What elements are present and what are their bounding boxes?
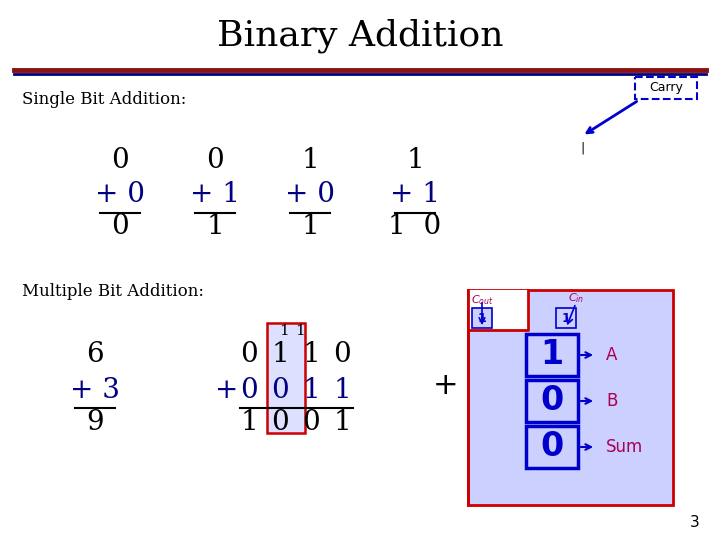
Text: 0: 0: [206, 146, 224, 173]
FancyBboxPatch shape: [526, 334, 578, 376]
Text: + 0: + 0: [285, 181, 335, 208]
FancyBboxPatch shape: [635, 77, 697, 99]
Text: 1: 1: [302, 341, 320, 368]
Text: |: |: [580, 141, 584, 154]
Text: 1: 1: [477, 312, 487, 325]
Text: 1: 1: [271, 341, 289, 368]
Text: 1: 1: [302, 376, 320, 403]
FancyBboxPatch shape: [472, 308, 492, 328]
Text: +: +: [433, 372, 459, 401]
Text: + 1: + 1: [190, 181, 240, 208]
FancyBboxPatch shape: [556, 308, 576, 328]
Text: 0: 0: [240, 376, 258, 403]
Text: 0: 0: [271, 408, 289, 435]
FancyBboxPatch shape: [267, 323, 305, 433]
Text: + 0: + 0: [95, 181, 145, 208]
Text: Multiple Bit Addition:: Multiple Bit Addition:: [22, 284, 204, 300]
Text: 0: 0: [240, 341, 258, 368]
Text: 1  0: 1 0: [388, 213, 441, 240]
Text: 1: 1: [301, 213, 319, 240]
Text: 1: 1: [206, 213, 224, 240]
Text: 3: 3: [690, 515, 700, 530]
Text: 1: 1: [279, 324, 289, 338]
Text: 1: 1: [333, 376, 351, 403]
Text: 0: 0: [333, 341, 351, 368]
Text: 0: 0: [541, 384, 564, 417]
Text: +: +: [215, 376, 239, 403]
Text: A: A: [606, 346, 617, 364]
Text: 1: 1: [406, 146, 424, 173]
FancyBboxPatch shape: [526, 426, 578, 468]
Text: 1: 1: [240, 408, 258, 435]
Text: 1: 1: [301, 146, 319, 173]
Text: 9: 9: [86, 408, 104, 435]
Text: B: B: [606, 392, 617, 410]
Text: 1: 1: [295, 324, 305, 338]
FancyBboxPatch shape: [468, 290, 673, 505]
Text: Binary Addition: Binary Addition: [217, 19, 503, 53]
Text: 0: 0: [111, 213, 129, 240]
Text: + 1: + 1: [390, 181, 440, 208]
Text: 1: 1: [562, 312, 570, 325]
Text: 0: 0: [111, 146, 129, 173]
Text: 1: 1: [333, 408, 351, 435]
Text: $C_{in}$: $C_{in}$: [568, 291, 584, 305]
Text: 6: 6: [86, 341, 104, 368]
Text: 0: 0: [302, 408, 320, 435]
Text: Sum: Sum: [606, 438, 643, 456]
Text: 1: 1: [541, 339, 564, 372]
Text: + 3: + 3: [70, 376, 120, 403]
FancyBboxPatch shape: [526, 380, 578, 422]
Text: 0: 0: [271, 376, 289, 403]
Text: Single Bit Addition:: Single Bit Addition:: [22, 91, 186, 109]
Text: 0: 0: [541, 430, 564, 463]
FancyBboxPatch shape: [468, 290, 528, 330]
Text: Carry: Carry: [649, 82, 683, 94]
Text: $C_{out}$: $C_{out}$: [471, 293, 493, 307]
